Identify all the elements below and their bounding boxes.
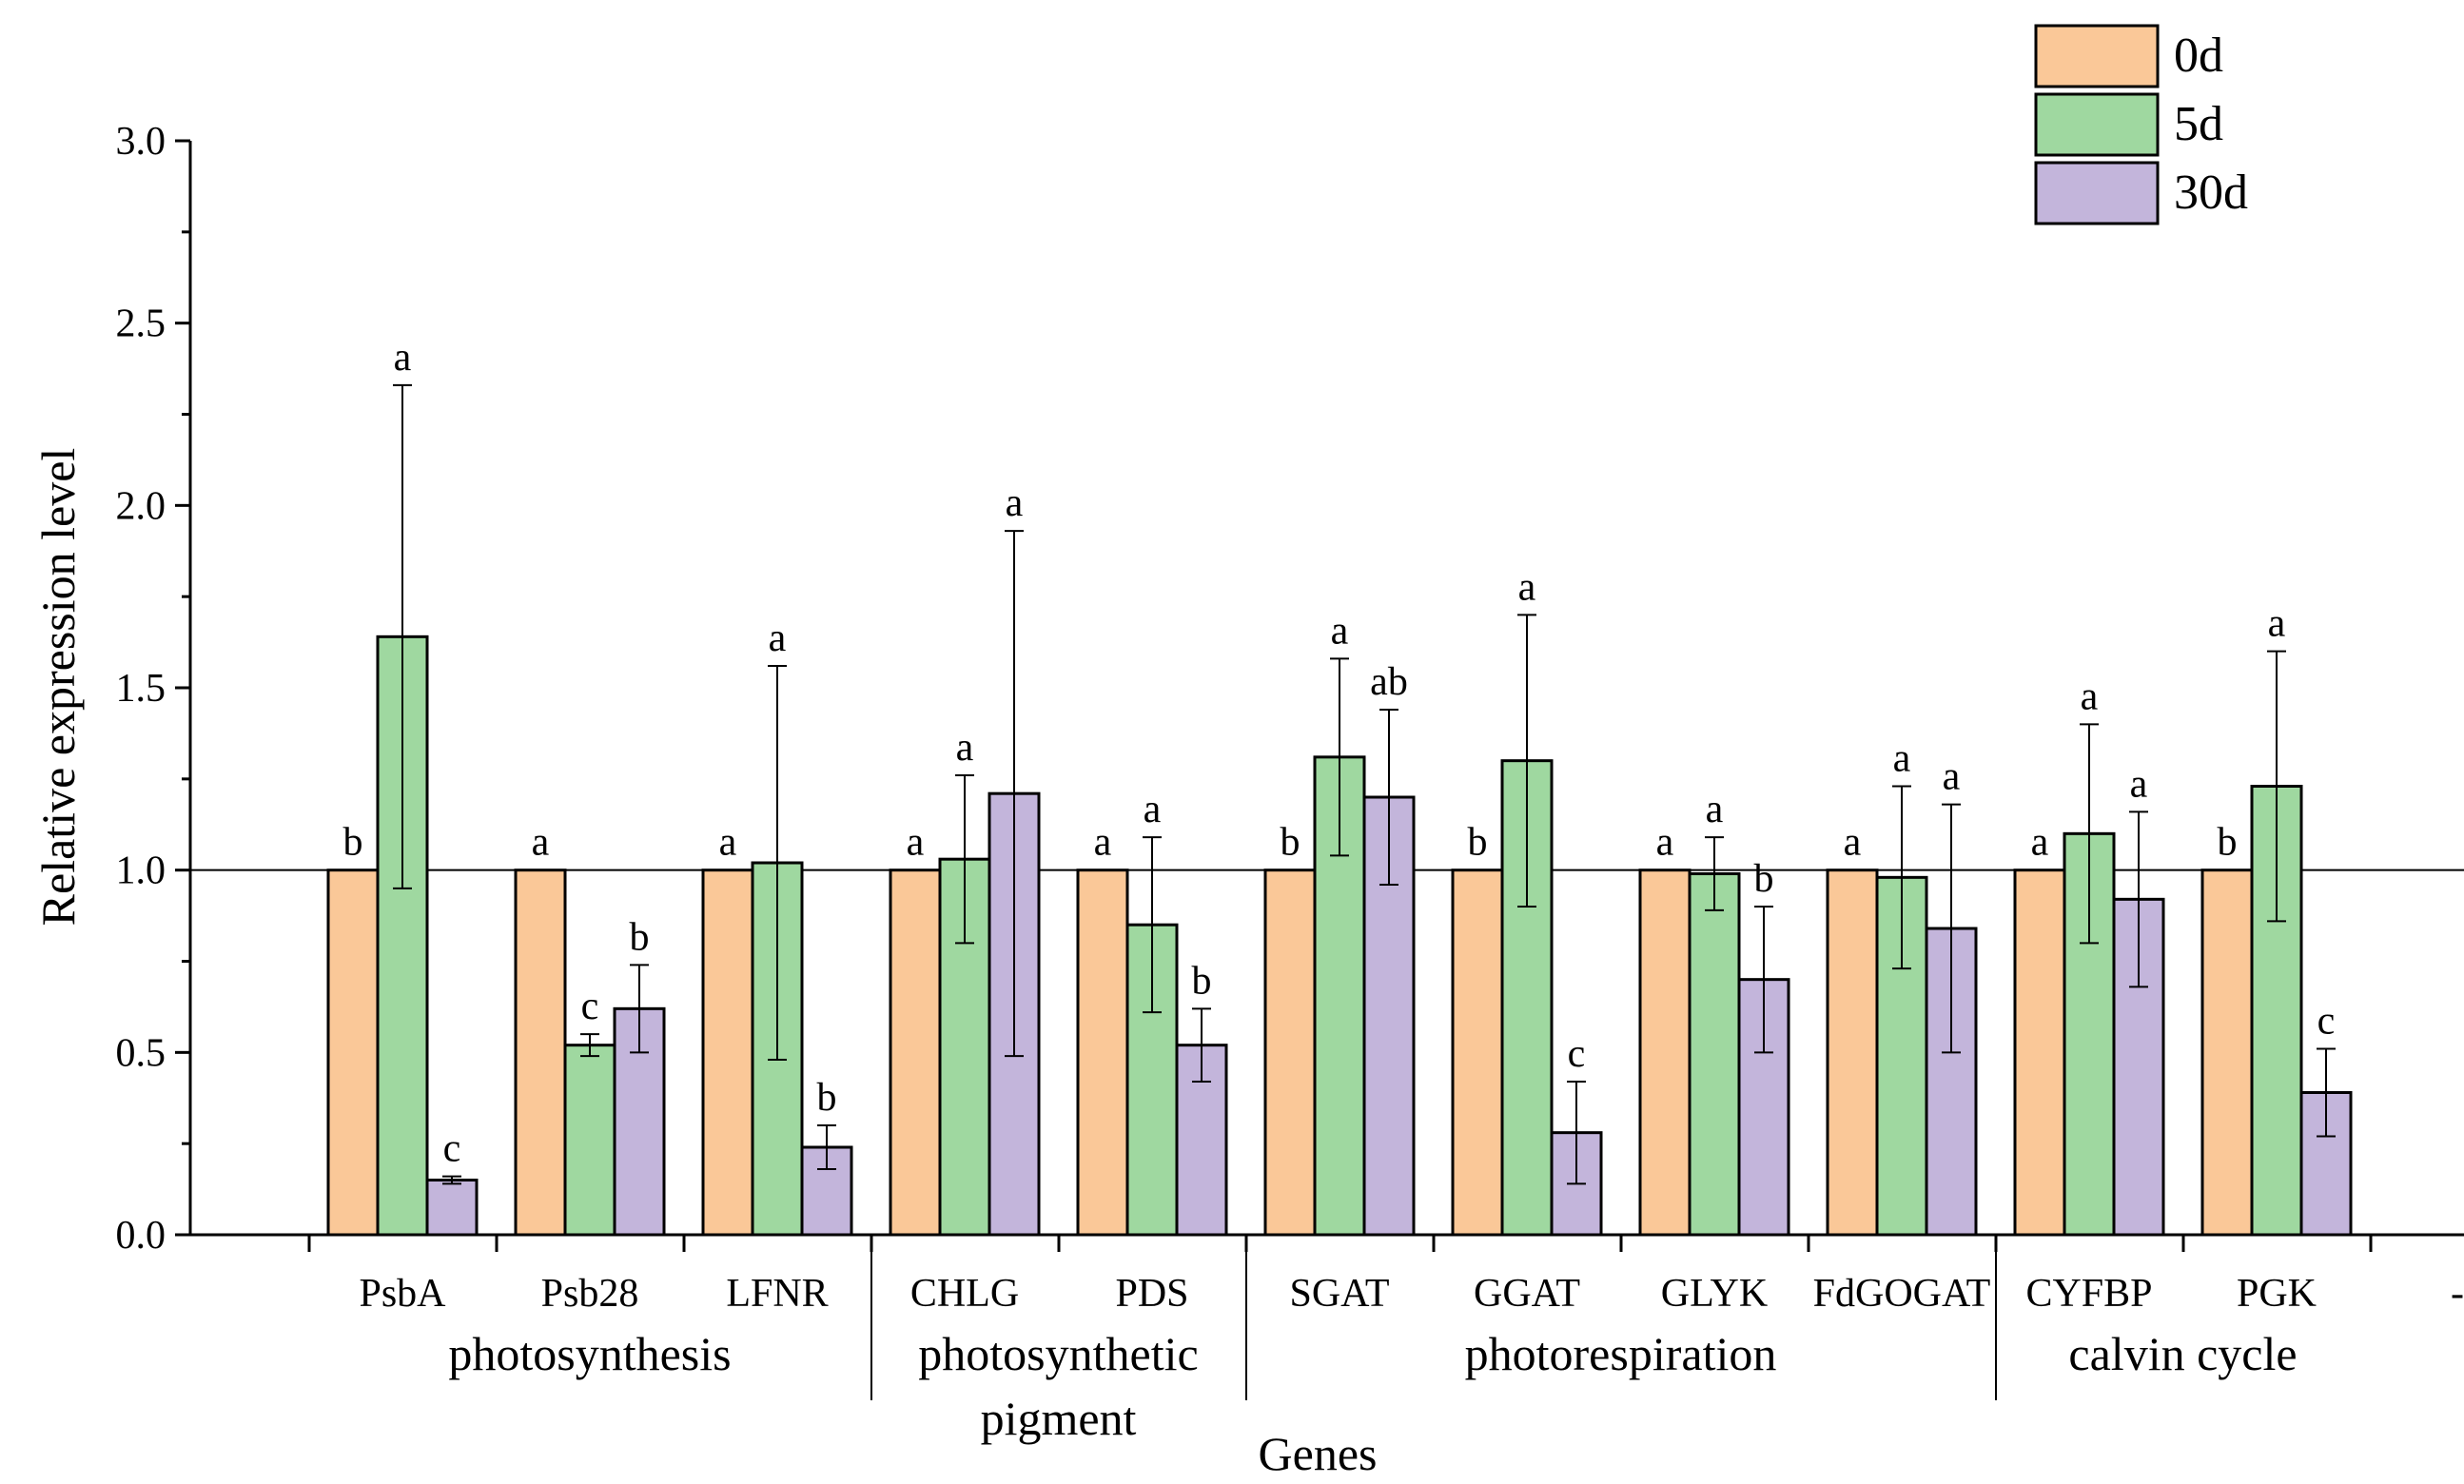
y-tick-label: 2.0 (116, 484, 166, 528)
significance-letter: a (719, 821, 737, 865)
bar (2013, 869, 2066, 1237)
group-label: calvin cycle (2068, 1327, 2297, 1380)
x-tick-label: SGAT (1289, 1272, 1389, 1316)
significance-letter: a (1518, 565, 1536, 609)
significance-letter: b (2218, 821, 2238, 865)
axes (175, 139, 2464, 1400)
group-label: pigment (981, 1392, 1137, 1445)
significance-letter: a (1706, 788, 1724, 831)
bar (1638, 869, 1692, 1237)
significance-letter: a (532, 821, 550, 865)
bar (1451, 869, 1504, 1237)
bar (1263, 869, 1317, 1237)
significance-letter: a (1943, 755, 1961, 799)
bar (701, 869, 754, 1237)
significance-letter: a (2268, 602, 2286, 646)
significance-letter: a (2130, 762, 2148, 806)
x-tick-label: PDS (1115, 1272, 1188, 1316)
significance-letter: a (1006, 481, 1024, 525)
significance-letter: c (1568, 1032, 1586, 1076)
significance-letter: b (630, 915, 650, 959)
x-tick-label: GLYK (1661, 1272, 1768, 1316)
bar (425, 1179, 479, 1237)
x-tick-label: CYFBP (2025, 1272, 2152, 1316)
significance-letter: a (1656, 821, 1674, 865)
significance-letter: a (2031, 821, 2049, 865)
significance-letter: ab (1370, 660, 1408, 704)
significance-letter: c (2317, 1000, 2336, 1044)
x-tick-label: GGAT (1474, 1272, 1580, 1316)
x-tick-label: LFNR (726, 1272, 828, 1316)
legend-swatch (2034, 161, 2160, 225)
significance-letter: b (817, 1076, 837, 1120)
group-label: photosynthesis (448, 1327, 731, 1380)
significance-letter: a (1144, 788, 1162, 831)
bars (326, 383, 2353, 1237)
bar (326, 869, 380, 1237)
legend-swatch (2034, 92, 2160, 157)
significance-letter: b (1192, 959, 1212, 1003)
significance-letter: a (394, 336, 412, 380)
x-tick-label: CHLG (910, 1272, 1019, 1316)
significance-letter: b (343, 821, 363, 865)
significance-letter: a (2081, 674, 2099, 718)
y-tick-label: 0.0 (116, 1214, 166, 1258)
significance-letter: b (1468, 821, 1488, 865)
y-tick-label: 0.5 (116, 1031, 166, 1075)
significance-letter: a (1094, 821, 1112, 865)
group-label: photorespiration (1465, 1327, 1777, 1380)
bar (889, 869, 942, 1237)
significance-letter: a (956, 726, 974, 770)
legend: 0d 5d 30d (2034, 24, 2248, 225)
legend-label: 0d (2174, 29, 2223, 83)
group-label: photosynthetic (918, 1327, 1198, 1380)
bar (1688, 872, 1741, 1237)
significance-letter: c (581, 985, 599, 1028)
x-tick-label: Psb28 (541, 1272, 639, 1316)
legend-swatch (2034, 24, 2160, 88)
bar (563, 1044, 616, 1237)
significance-letter: a (1893, 737, 1911, 781)
significance-letter: c (443, 1127, 461, 1171)
x-tick-label: FdGOGAT (1813, 1272, 1991, 1316)
bar (2200, 869, 2254, 1237)
x-tick-label: PGK (2237, 1272, 2317, 1316)
y-tick-label: 3.0 (116, 120, 166, 164)
significance-letter: a (1844, 821, 1862, 865)
legend-label: 30d (2174, 166, 2248, 220)
y-axis-title: Relative expression level (31, 448, 85, 927)
bar (514, 869, 567, 1237)
y-tick-label: 1.5 (116, 667, 166, 711)
significance-letter: a (1331, 609, 1349, 653)
y-tick-label: 1.0 (116, 849, 166, 893)
significance-letter: b (1281, 821, 1300, 865)
y-tick-label: 2.5 (116, 303, 166, 346)
x-axis-title: Genes (1259, 1427, 1378, 1480)
significance-letter: a (769, 616, 787, 660)
bar (1076, 869, 1129, 1237)
legend-label: 5d (2174, 97, 2223, 151)
significance-letter: b (1754, 857, 1774, 901)
x-tick-label-extra: -- (2451, 1272, 2464, 1316)
bar (1826, 869, 1879, 1237)
x-tick-label: PsbA (359, 1272, 446, 1316)
significance-letter: a (907, 821, 925, 865)
